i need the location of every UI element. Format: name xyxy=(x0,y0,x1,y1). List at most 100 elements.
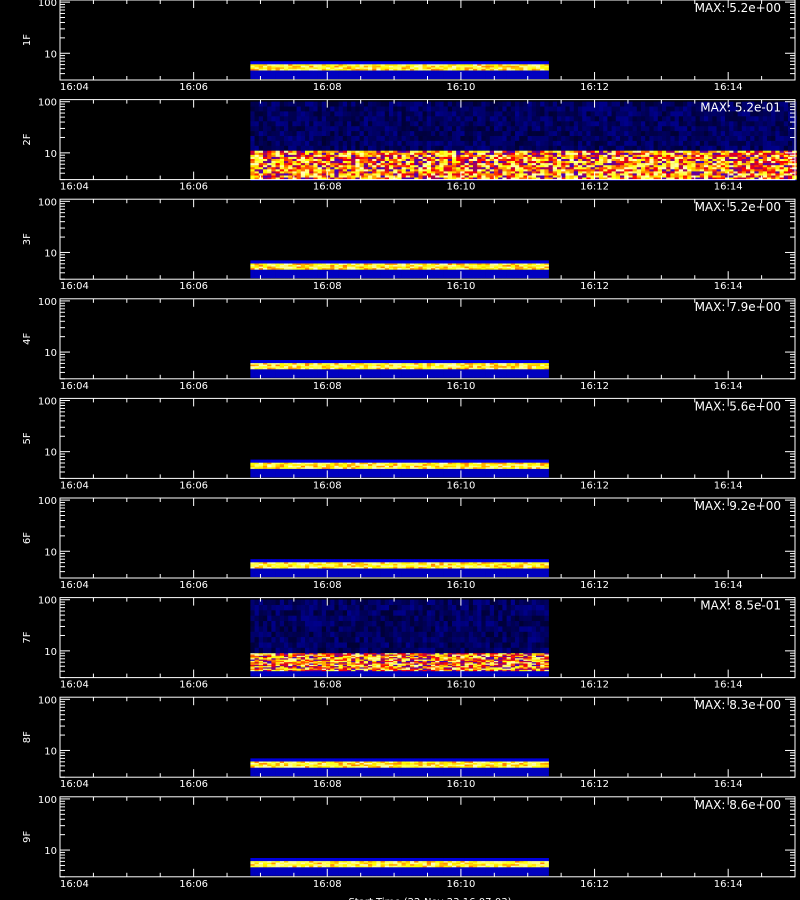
heatmap-cell xyxy=(515,64,520,67)
heatmap-cell xyxy=(313,121,318,127)
heatmap-cell xyxy=(754,101,759,107)
heatmap-cell xyxy=(792,131,797,137)
heatmap-cell xyxy=(506,150,512,154)
heatmap-cell xyxy=(527,271,533,274)
heatmap-cell xyxy=(620,167,625,170)
heatmap-cell xyxy=(771,145,776,152)
heatmap-cell xyxy=(439,261,444,264)
heatmap-cell xyxy=(267,106,272,112)
heatmap-cell xyxy=(456,72,461,74)
heatmap-cell xyxy=(481,272,486,279)
heatmap-cell xyxy=(263,152,268,156)
heatmap-cell xyxy=(380,271,386,274)
heatmap-cell xyxy=(254,68,260,71)
heatmap-cell xyxy=(313,140,318,147)
heatmap-cell xyxy=(363,260,369,263)
heatmap-cell xyxy=(296,72,302,74)
heatmap-cell xyxy=(288,126,293,132)
heatmap-cell xyxy=(300,366,306,369)
heatmap-cell xyxy=(536,263,541,266)
heatmap-cell xyxy=(699,136,705,142)
heatmap-cell xyxy=(305,140,310,147)
heatmap-cell xyxy=(712,154,717,158)
heatmap-cell xyxy=(473,266,478,269)
heatmap-cell xyxy=(389,101,394,107)
heatmap-cell xyxy=(288,268,293,270)
heatmap-cell xyxy=(267,171,272,174)
heatmap-cell xyxy=(561,150,566,154)
heatmap-cell xyxy=(368,136,373,142)
heatmap-cell xyxy=(746,169,751,172)
heatmap-cell xyxy=(284,106,289,112)
heatmap-cell xyxy=(561,163,566,166)
heatmap-cell xyxy=(258,261,264,264)
heatmap-cell xyxy=(422,150,428,154)
heatmap-cell xyxy=(792,173,797,176)
heatmap-cell xyxy=(393,140,398,147)
heatmap-cell xyxy=(372,73,377,79)
heatmap-cell xyxy=(506,169,512,172)
heatmap-cell xyxy=(741,145,747,152)
heatmap-cell xyxy=(741,116,747,122)
heatmap-cell xyxy=(523,159,528,162)
heatmap-cell xyxy=(418,271,423,274)
heatmap-cell xyxy=(355,175,360,178)
heatmap-cell xyxy=(292,363,297,365)
heatmap-cell xyxy=(531,156,537,160)
heatmap-cell xyxy=(548,175,554,178)
heatmap-cell xyxy=(300,159,306,162)
heatmap-cell xyxy=(414,167,419,170)
heatmap-cell xyxy=(540,263,545,266)
heatmap-cell xyxy=(300,150,306,154)
heatmap-cell xyxy=(615,167,621,170)
heatmap-cell xyxy=(405,263,411,266)
heatmap-cell xyxy=(523,72,528,74)
heatmap-cell xyxy=(368,101,373,107)
heatmap-cell xyxy=(498,70,503,73)
heatmap-cell xyxy=(750,126,755,132)
heatmap-cell xyxy=(410,271,415,274)
heatmap-cell xyxy=(683,111,688,117)
heatmap-cell xyxy=(573,150,579,154)
heatmap-cell xyxy=(464,167,470,170)
heatmap-cell xyxy=(460,165,465,168)
heatmap-cell xyxy=(489,150,495,154)
heatmap-cell xyxy=(536,159,541,162)
heatmap-cell xyxy=(481,116,486,122)
heatmap-cell xyxy=(477,101,482,107)
heatmap-cell xyxy=(607,171,612,174)
heatmap-cell xyxy=(464,269,470,272)
heatmap-cell xyxy=(779,173,785,176)
heatmap-cell xyxy=(359,70,365,73)
heatmap-cell xyxy=(561,101,566,107)
heatmap-cell xyxy=(401,145,407,152)
heatmap-cell xyxy=(502,64,507,67)
heatmap-cell xyxy=(372,64,377,67)
heatmap-cell xyxy=(636,159,642,162)
heatmap-cell xyxy=(733,175,738,178)
heatmap-cell xyxy=(485,140,491,147)
heatmap-cell xyxy=(510,163,516,166)
heatmap-cell xyxy=(267,266,272,269)
heatmap-cell xyxy=(321,72,327,74)
heatmap-cell xyxy=(624,106,629,112)
heatmap-cell xyxy=(258,360,264,362)
heatmap-cell xyxy=(305,121,310,127)
heatmap-cell xyxy=(321,140,327,147)
heatmap-cell xyxy=(422,260,428,263)
heatmap-cell xyxy=(376,269,381,272)
heatmap-cell xyxy=(292,367,297,370)
heatmap-cell xyxy=(460,169,465,172)
heatmap-cell xyxy=(305,73,310,79)
heatmap-cell xyxy=(548,131,554,137)
heatmap-cell xyxy=(716,177,722,180)
heatmap-cell xyxy=(695,136,701,142)
heatmap-cell xyxy=(309,159,314,162)
heatmap-cell xyxy=(443,175,449,178)
heatmap-cell xyxy=(288,154,293,158)
heatmap-cell xyxy=(363,72,369,74)
heatmap-cell xyxy=(792,116,797,122)
heatmap-cell xyxy=(271,261,276,264)
heatmap-cell xyxy=(687,167,692,170)
heatmap-cell xyxy=(485,152,491,156)
